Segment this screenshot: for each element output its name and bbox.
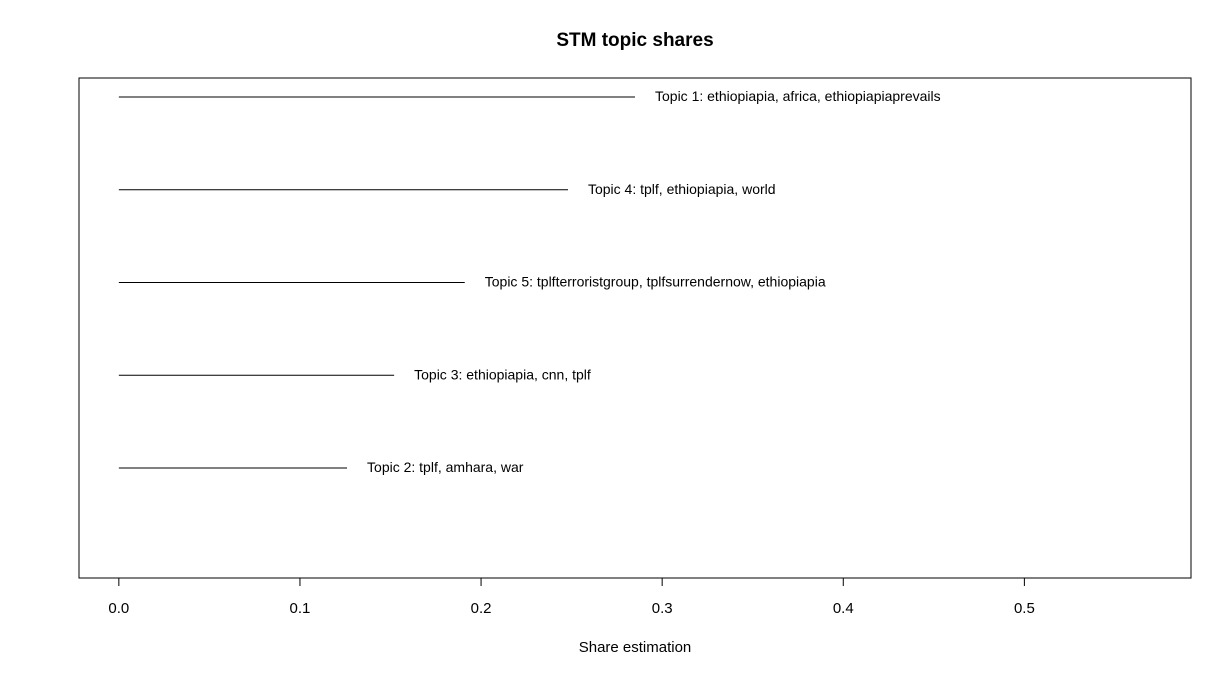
chart-title: STM topic shares <box>556 30 713 51</box>
bar-label: Topic 4: tplf, ethiopiapia, world <box>588 181 776 197</box>
bar-label: Topic 5: tplfterroristgroup, tplfsurrend… <box>485 274 826 290</box>
x-axis-label: Share estimation <box>579 639 692 656</box>
x-axis: 0.0 0.1 0.2 0.3 0.4 0.5 <box>108 577 1035 617</box>
plot-frame <box>78 77 1192 579</box>
bar-label: Topic 1: ethiopiapia, africa, ethiopiapi… <box>655 88 941 104</box>
x-tick-label: 0.5 <box>1014 600 1035 617</box>
x-tick-label: 0.0 <box>108 600 129 617</box>
x-tick-label: 0.1 <box>290 600 311 617</box>
bar-label: Topic 3: ethiopiapia, cnn, tplf <box>414 366 591 382</box>
bar-label: Topic 2: tplf, amhara, war <box>367 459 524 475</box>
x-tick-label: 0.2 <box>471 600 492 617</box>
bar-series: Topic 1: ethiopiapia, africa, ethiopiapi… <box>118 88 941 475</box>
x-tick-label: 0.4 <box>833 600 854 617</box>
x-tick-label: 0.3 <box>652 600 673 617</box>
